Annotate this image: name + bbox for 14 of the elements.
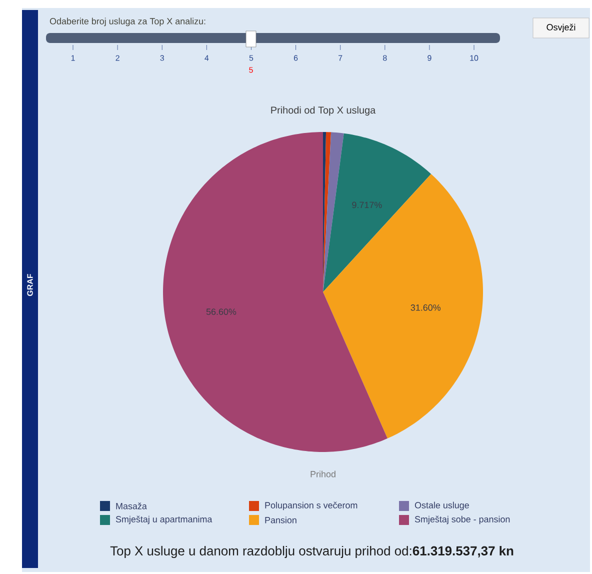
legend-label: Polupansion s večerom: [265, 502, 358, 510]
data-label: 31.60%: [410, 304, 441, 311]
legend-label: Smještaj sobe - pansion: [414, 516, 510, 524]
data-label: 56.60%: [206, 308, 236, 315]
text: Odaberite broj usluga za Top X analizu:: [50, 18, 206, 26]
legend-label: Smještaj u apartmanima: [116, 516, 212, 524]
text: Osvježi: [546, 24, 576, 32]
legend-label: Masaža: [116, 502, 147, 510]
chart-title: Prihodi od Top X usluga: [271, 106, 376, 116]
data-label: 9.717%: [352, 202, 382, 208]
text: Top X usluge u danom razdoblju ostvaruju prihod od:61.319.537,37 kn: [110, 546, 514, 558]
legend-label: Ostale usluge: [414, 502, 469, 510]
text: Prihod: [310, 470, 336, 478]
legend-label: Pansion: [265, 516, 296, 524]
